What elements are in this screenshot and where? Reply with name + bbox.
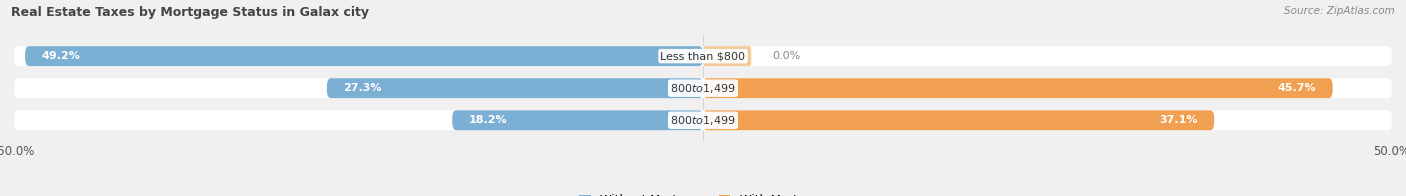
FancyBboxPatch shape — [14, 110, 1392, 130]
FancyBboxPatch shape — [25, 46, 703, 66]
Text: Real Estate Taxes by Mortgage Status in Galax city: Real Estate Taxes by Mortgage Status in … — [11, 6, 370, 19]
Legend: Without Mortgage, With Mortgage: Without Mortgage, With Mortgage — [574, 189, 832, 196]
FancyBboxPatch shape — [453, 110, 703, 130]
FancyBboxPatch shape — [703, 46, 751, 66]
FancyBboxPatch shape — [14, 78, 1392, 98]
FancyBboxPatch shape — [703, 110, 1215, 130]
Text: 27.3%: 27.3% — [343, 83, 382, 93]
Text: $800 to $1,499: $800 to $1,499 — [671, 82, 735, 95]
Text: 45.7%: 45.7% — [1278, 83, 1316, 93]
Text: 0.0%: 0.0% — [772, 51, 800, 61]
Text: 49.2%: 49.2% — [42, 51, 80, 61]
FancyBboxPatch shape — [703, 78, 1333, 98]
Text: 37.1%: 37.1% — [1159, 115, 1198, 125]
Text: Less than $800: Less than $800 — [661, 51, 745, 61]
Text: Source: ZipAtlas.com: Source: ZipAtlas.com — [1284, 6, 1395, 16]
Text: 18.2%: 18.2% — [468, 115, 508, 125]
Text: $800 to $1,499: $800 to $1,499 — [671, 114, 735, 127]
FancyBboxPatch shape — [14, 46, 1392, 66]
FancyBboxPatch shape — [326, 78, 703, 98]
